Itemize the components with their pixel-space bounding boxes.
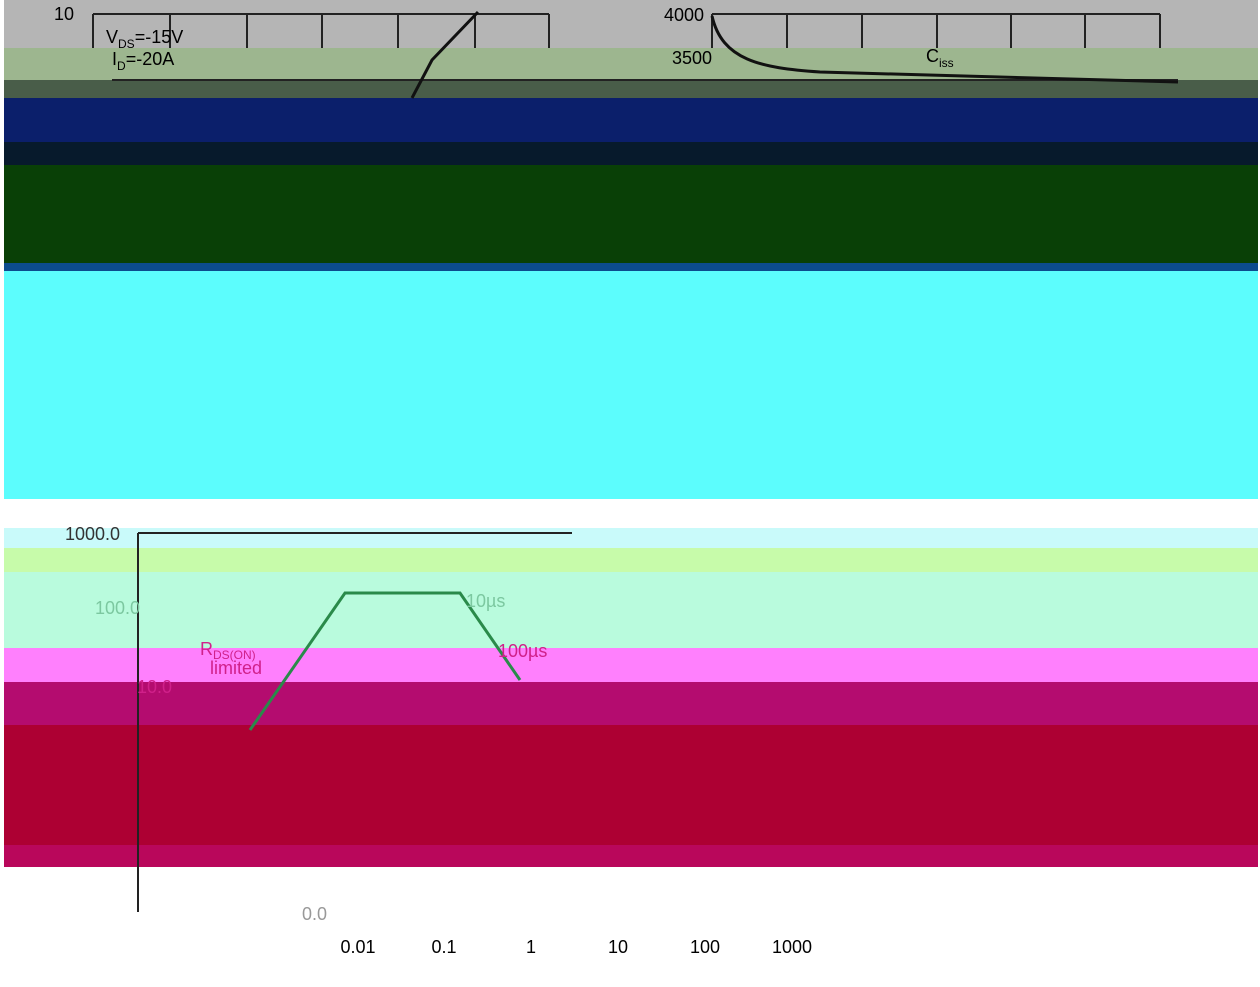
cap-tick: 4000 — [664, 5, 704, 25]
bands — [4, 0, 1258, 867]
soa-y-label: 10.0 — [137, 677, 172, 697]
zero-label: 0.0 — [302, 904, 327, 924]
limited-label: limited — [210, 658, 262, 678]
rds-label: RDS(ON) — [200, 639, 256, 662]
bottom-axis: 0.01 0.1 1 10 100 1000 — [340, 937, 812, 957]
soa-boundary — [248, 591, 522, 731]
x-tick-label: 0.01 — [340, 937, 375, 957]
soa-y-label: 1000.0 — [65, 524, 120, 544]
x-tick-label: 0.1 — [431, 937, 456, 957]
x-tick-label: 100 — [690, 937, 720, 957]
soa-y-label: 100.0 — [95, 598, 140, 618]
x-tick-label: 1 — [526, 937, 536, 957]
ciss-label: Ciss — [926, 46, 954, 70]
gate-charge-curve — [410, 10, 480, 99]
x-tick-label: 10 — [608, 937, 628, 957]
x-tick-label: 1000 — [772, 937, 812, 957]
y-max: 10 — [54, 4, 74, 24]
id-label: ID=-20A — [112, 49, 174, 73]
vds-label: VDS=-15V — [106, 27, 183, 51]
capacitance-curve — [710, 15, 1179, 84]
grid-fragments — [92, 13, 1178, 912]
t100-label: 100µs — [498, 641, 547, 661]
cap-tick: 3500 — [672, 48, 712, 68]
t10-label: 10µs — [466, 591, 505, 611]
